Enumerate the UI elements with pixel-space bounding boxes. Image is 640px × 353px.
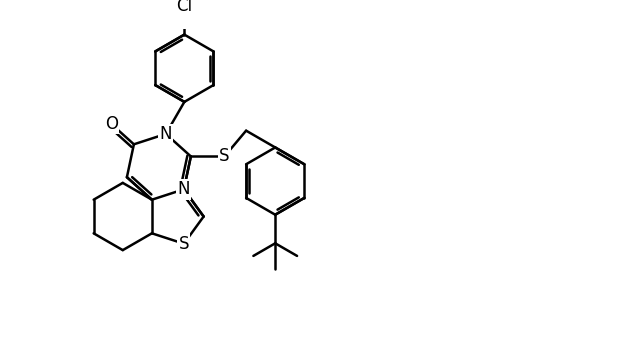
Text: Cl: Cl xyxy=(176,0,193,15)
Text: S: S xyxy=(179,235,189,253)
Text: N: N xyxy=(178,180,190,198)
Text: S: S xyxy=(220,148,230,166)
Text: O: O xyxy=(105,115,118,133)
Text: N: N xyxy=(159,125,172,143)
